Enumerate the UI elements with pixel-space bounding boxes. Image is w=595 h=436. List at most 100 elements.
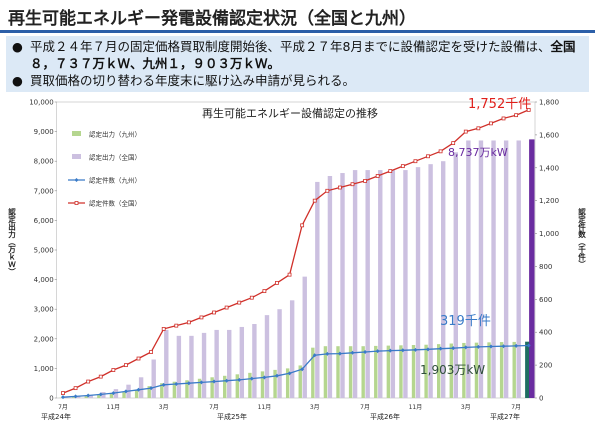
- legend-label: 認定出力（九州）: [89, 130, 141, 139]
- bar: [285, 368, 290, 398]
- marker: [476, 344, 481, 349]
- marker: [249, 295, 254, 300]
- bar: [122, 392, 126, 398]
- bar: [352, 170, 358, 398]
- bar: [164, 329, 169, 398]
- bar: [315, 181, 320, 398]
- bar: [227, 329, 232, 398]
- bar: [474, 342, 479, 398]
- bar: [361, 346, 365, 398]
- y2-tick-label: 1,600: [539, 131, 559, 139]
- marker: [249, 376, 254, 381]
- marker: [338, 185, 342, 190]
- annotation: 1,752千件: [468, 97, 531, 112]
- bar: [415, 167, 421, 398]
- y-tick-label: 4,000: [34, 276, 54, 284]
- bar: [189, 335, 194, 398]
- marker: [350, 350, 355, 355]
- bar: [399, 345, 403, 398]
- y-tick-label: 8,000: [34, 158, 54, 166]
- marker: [300, 223, 305, 228]
- y2-tick-label: 1,400: [539, 164, 559, 172]
- bar: [529, 139, 535, 398]
- marker: [86, 393, 91, 398]
- marker: [174, 323, 179, 328]
- bar: [264, 315, 270, 398]
- marker: [60, 395, 65, 400]
- marker: [111, 391, 116, 396]
- x-tick-label: 11月: [258, 404, 272, 411]
- bar: [160, 383, 164, 398]
- marker: [61, 391, 65, 395]
- bar: [503, 140, 509, 399]
- marker: [73, 394, 78, 399]
- marker: [237, 300, 242, 305]
- marker: [287, 371, 292, 376]
- bar: [147, 386, 151, 398]
- bar: [201, 332, 207, 398]
- bar: [260, 371, 265, 398]
- marker: [413, 347, 418, 352]
- marker: [337, 351, 342, 356]
- bar: [210, 377, 214, 398]
- x-tick-label: 11月: [107, 404, 121, 411]
- bullet: 買取価格の切り替わる年度末に駆け込み申請が見られる。: [12, 72, 583, 89]
- bar: [449, 343, 453, 398]
- bar: [176, 335, 182, 398]
- marker: [300, 367, 305, 372]
- marker: [174, 382, 179, 387]
- marker: [501, 344, 506, 349]
- bar: [71, 397, 76, 398]
- marker: [325, 351, 330, 356]
- legend-swatch: [72, 154, 81, 159]
- bar: [223, 375, 227, 398]
- bar: [487, 342, 491, 398]
- bar: [151, 359, 156, 398]
- y2-tick-label: 1,800: [539, 99, 559, 107]
- year-label: 平成26年: [370, 412, 400, 421]
- marker: [375, 174, 380, 178]
- bar: [252, 324, 257, 398]
- line: [62, 344, 529, 398]
- marker: [199, 380, 204, 385]
- x-tick-label: 7月: [58, 404, 68, 411]
- bar: [311, 347, 315, 398]
- bar: [109, 393, 114, 398]
- marker: [136, 387, 141, 392]
- page-title: 再生可能エネルギー発電設備認定状況（全国と九州）: [8, 9, 416, 29]
- year-label: 平成24年: [41, 412, 71, 421]
- bar: [113, 389, 119, 398]
- annotation: 319千件: [440, 314, 491, 329]
- bar: [185, 380, 189, 398]
- bar: [462, 342, 466, 398]
- title-rule: [0, 30, 595, 33]
- marker: [73, 386, 78, 391]
- legend-marker: [74, 178, 79, 182]
- bar: [273, 369, 277, 398]
- bar: [97, 395, 101, 398]
- marker: [400, 164, 405, 169]
- marker: [514, 113, 519, 118]
- marker: [438, 346, 443, 351]
- bar: [440, 161, 446, 398]
- y-tick-label: 2,000: [34, 335, 54, 343]
- y-tick-label: 7,000: [34, 187, 54, 195]
- marker: [149, 386, 154, 391]
- marker: [514, 343, 519, 348]
- marker: [161, 382, 166, 387]
- marker: [262, 289, 267, 294]
- marker: [136, 356, 141, 361]
- marker: [476, 126, 481, 131]
- bar: [302, 276, 307, 398]
- bar: [298, 365, 302, 398]
- marker: [86, 379, 91, 384]
- y2-tick-label: 1,200: [539, 197, 559, 205]
- bar: [172, 381, 177, 398]
- marker: [149, 350, 154, 354]
- bar: [478, 140, 484, 399]
- marker: [400, 348, 405, 353]
- bar: [516, 140, 521, 399]
- marker: [212, 379, 217, 384]
